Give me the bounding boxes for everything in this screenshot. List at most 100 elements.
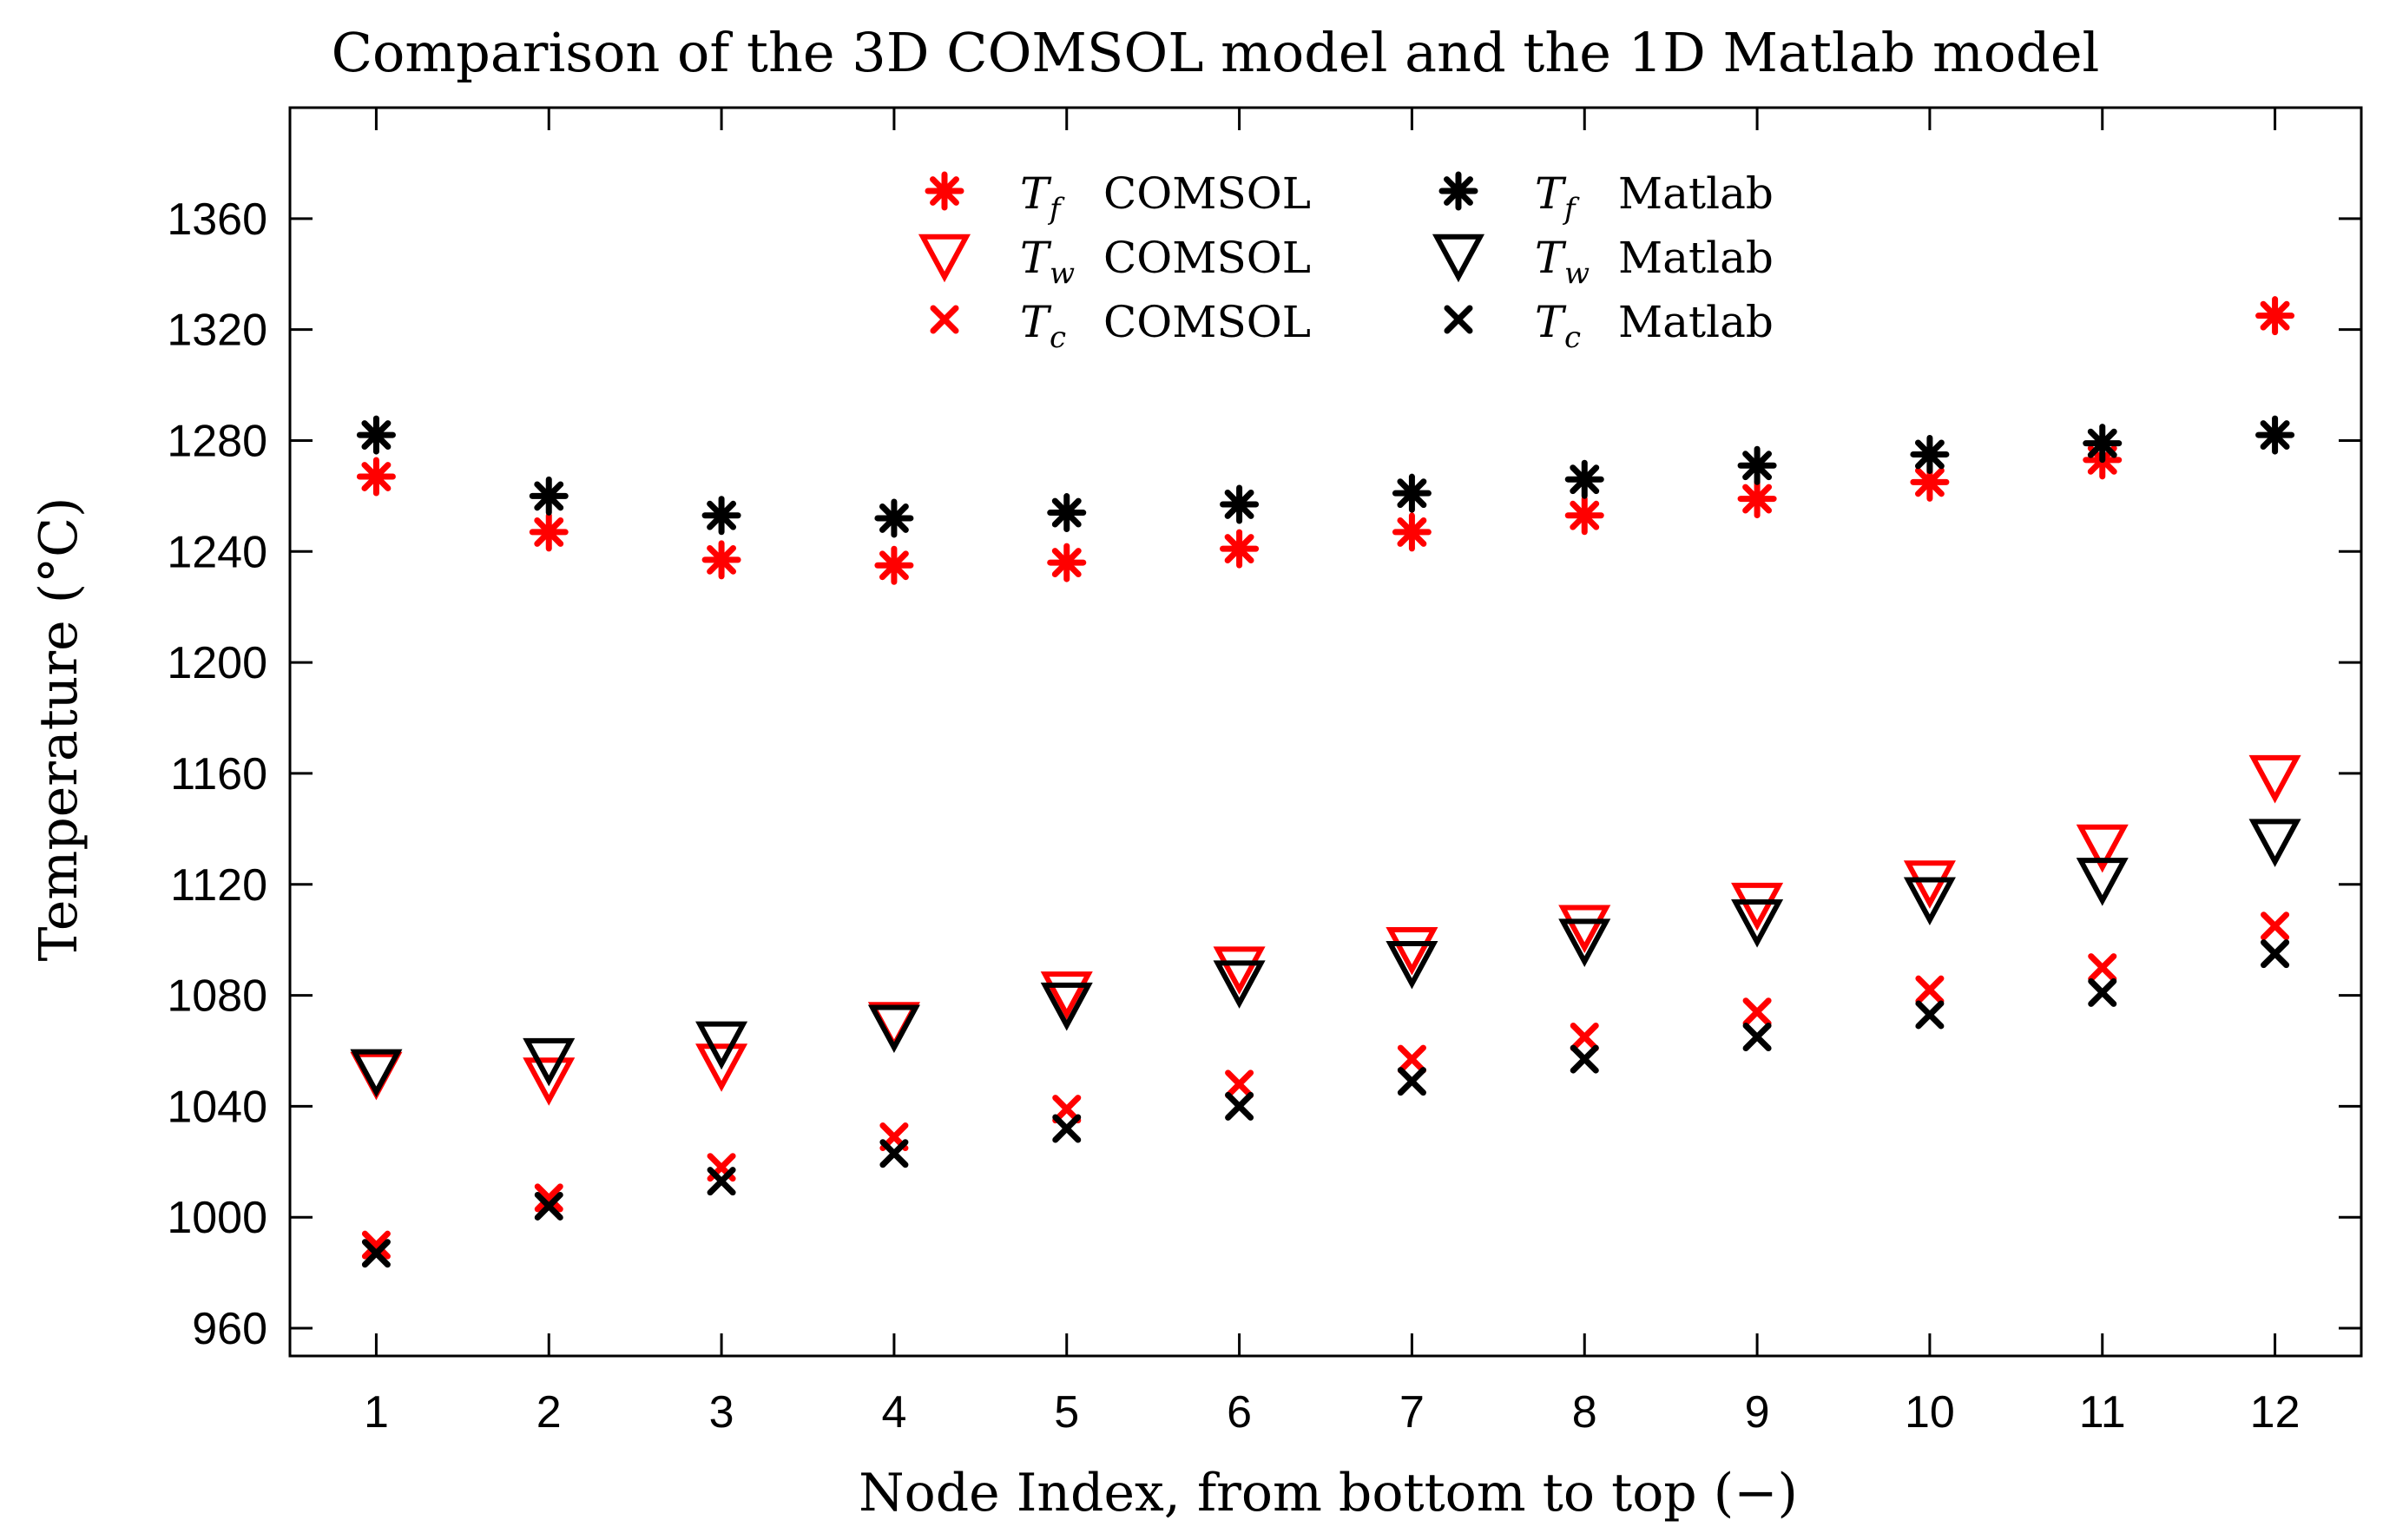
y-tick: 1160 — [170, 749, 2361, 800]
data-point — [1213, 960, 1266, 1009]
data-point — [1225, 1091, 1254, 1121]
data-point — [1040, 971, 1093, 1020]
x-tick: 7 — [1399, 108, 1425, 1438]
data-point — [1731, 882, 1784, 931]
x-axis-label: Node Index, from bottom to top (−) — [859, 1463, 1798, 1524]
chart-title: Comparison of the 3D COMSOL model and th… — [332, 21, 2100, 84]
legend-subscript: w — [1564, 256, 1590, 291]
data-point — [2255, 415, 2295, 455]
x-tick: 12 — [2250, 108, 2301, 1438]
data-point — [1052, 1095, 1082, 1124]
data-point — [695, 1021, 748, 1070]
data-point — [1386, 927, 1438, 976]
legend-symbol: T — [1020, 233, 1052, 283]
data-point — [1220, 529, 1260, 569]
y-tick-label: 1320 — [167, 306, 267, 356]
data-point — [2076, 858, 2129, 906]
data-point — [1040, 982, 1093, 1031]
data-point — [867, 1004, 920, 1054]
data-point — [1915, 1000, 1945, 1030]
x-tick: 5 — [1054, 108, 1079, 1438]
data-point — [1570, 1044, 1599, 1074]
data-point — [534, 1183, 563, 1213]
y-tick-label: 960 — [192, 1304, 267, 1354]
plot-frame — [288, 106, 2363, 1358]
data-point — [1392, 473, 1432, 513]
data-point — [879, 1139, 909, 1168]
data-point — [1737, 445, 1777, 485]
data-point — [350, 1049, 403, 1098]
data-point — [874, 498, 914, 538]
x-tick-label: 7 — [1399, 1387, 1425, 1438]
legend-label: COMSOL — [1103, 168, 1311, 219]
data-point — [523, 1037, 576, 1087]
data-point — [529, 512, 569, 552]
data-point — [1742, 997, 1772, 1027]
legend-label: Matlab — [1618, 168, 1774, 219]
legend-symbol: T — [1020, 297, 1052, 347]
x-tick: 10 — [1905, 108, 1955, 1438]
data-point — [534, 1191, 563, 1221]
y-tick: 1360 — [167, 194, 2361, 245]
x-tick-label: 9 — [1745, 1387, 1770, 1438]
x-tick-label: 6 — [1227, 1387, 1252, 1438]
data-point — [1225, 1069, 1254, 1099]
series-t-f-matlab — [356, 415, 2295, 538]
data-markers — [350, 296, 2301, 1268]
legend-subscript: c — [1050, 320, 1066, 355]
plot-area — [288, 106, 2363, 1358]
data-point — [1903, 877, 1956, 926]
series-t-w-matlab — [350, 819, 2301, 1098]
x-tick-label: 4 — [881, 1387, 906, 1438]
legend-marker — [925, 171, 964, 211]
data-point — [1052, 1114, 1082, 1143]
data-point — [1392, 512, 1432, 552]
x-tick: 8 — [1572, 108, 1597, 1438]
x-axis-ticks: 1 2 3 4 5 6 7 8 9 10 11 12 — [364, 108, 2301, 1438]
y-tick-label: 1000 — [167, 1193, 267, 1243]
data-point — [1903, 860, 1956, 909]
x-tick-label: 10 — [1905, 1387, 1955, 1438]
data-point — [1558, 918, 1611, 967]
data-point — [2088, 953, 2117, 983]
data-point — [1386, 940, 1438, 990]
x-tick: 6 — [1227, 108, 1252, 1438]
data-point — [361, 1239, 391, 1268]
legend-subscript: w — [1050, 256, 1075, 291]
x-tick-label: 12 — [2250, 1387, 2301, 1438]
data-point — [361, 1230, 391, 1260]
data-point — [2261, 939, 2290, 969]
x-tick-label: 8 — [1572, 1387, 1597, 1438]
legend-label: Matlab — [1618, 233, 1774, 283]
x-tick: 4 — [881, 108, 906, 1438]
legend-subscript: c — [1564, 320, 1581, 355]
series-t-f-comsol — [356, 296, 2295, 585]
legend-label: COMSOL — [1103, 233, 1311, 283]
x-tick-label: 1 — [364, 1387, 389, 1438]
y-axis-ticks: 960 1000 1040 1080 1120 1160 1200 1240 1280 1320 1… — [167, 194, 2361, 1354]
data-point — [2248, 819, 2301, 867]
y-tick-label: 1040 — [167, 1082, 267, 1132]
data-point — [2248, 754, 2301, 804]
data-point — [707, 1167, 736, 1196]
legend-subscript: f — [1047, 192, 1065, 227]
data-point — [1737, 479, 1777, 519]
legend-label: Matlab — [1618, 297, 1774, 347]
x-tick: 1 — [364, 108, 389, 1438]
x-tick: 11 — [2079, 108, 2126, 1438]
legend-marker — [930, 305, 959, 334]
y-tick-label: 1360 — [167, 194, 267, 245]
data-point — [1910, 434, 1950, 474]
y-axis-label: Temperature (°C) — [29, 497, 89, 962]
x-tick: 2 — [536, 108, 562, 1438]
y-tick-label: 1240 — [167, 527, 267, 577]
data-point — [1220, 484, 1260, 524]
x-tick-label: 3 — [709, 1387, 734, 1438]
data-point — [1564, 459, 1604, 499]
y-tick: 1080 — [167, 971, 2361, 1022]
